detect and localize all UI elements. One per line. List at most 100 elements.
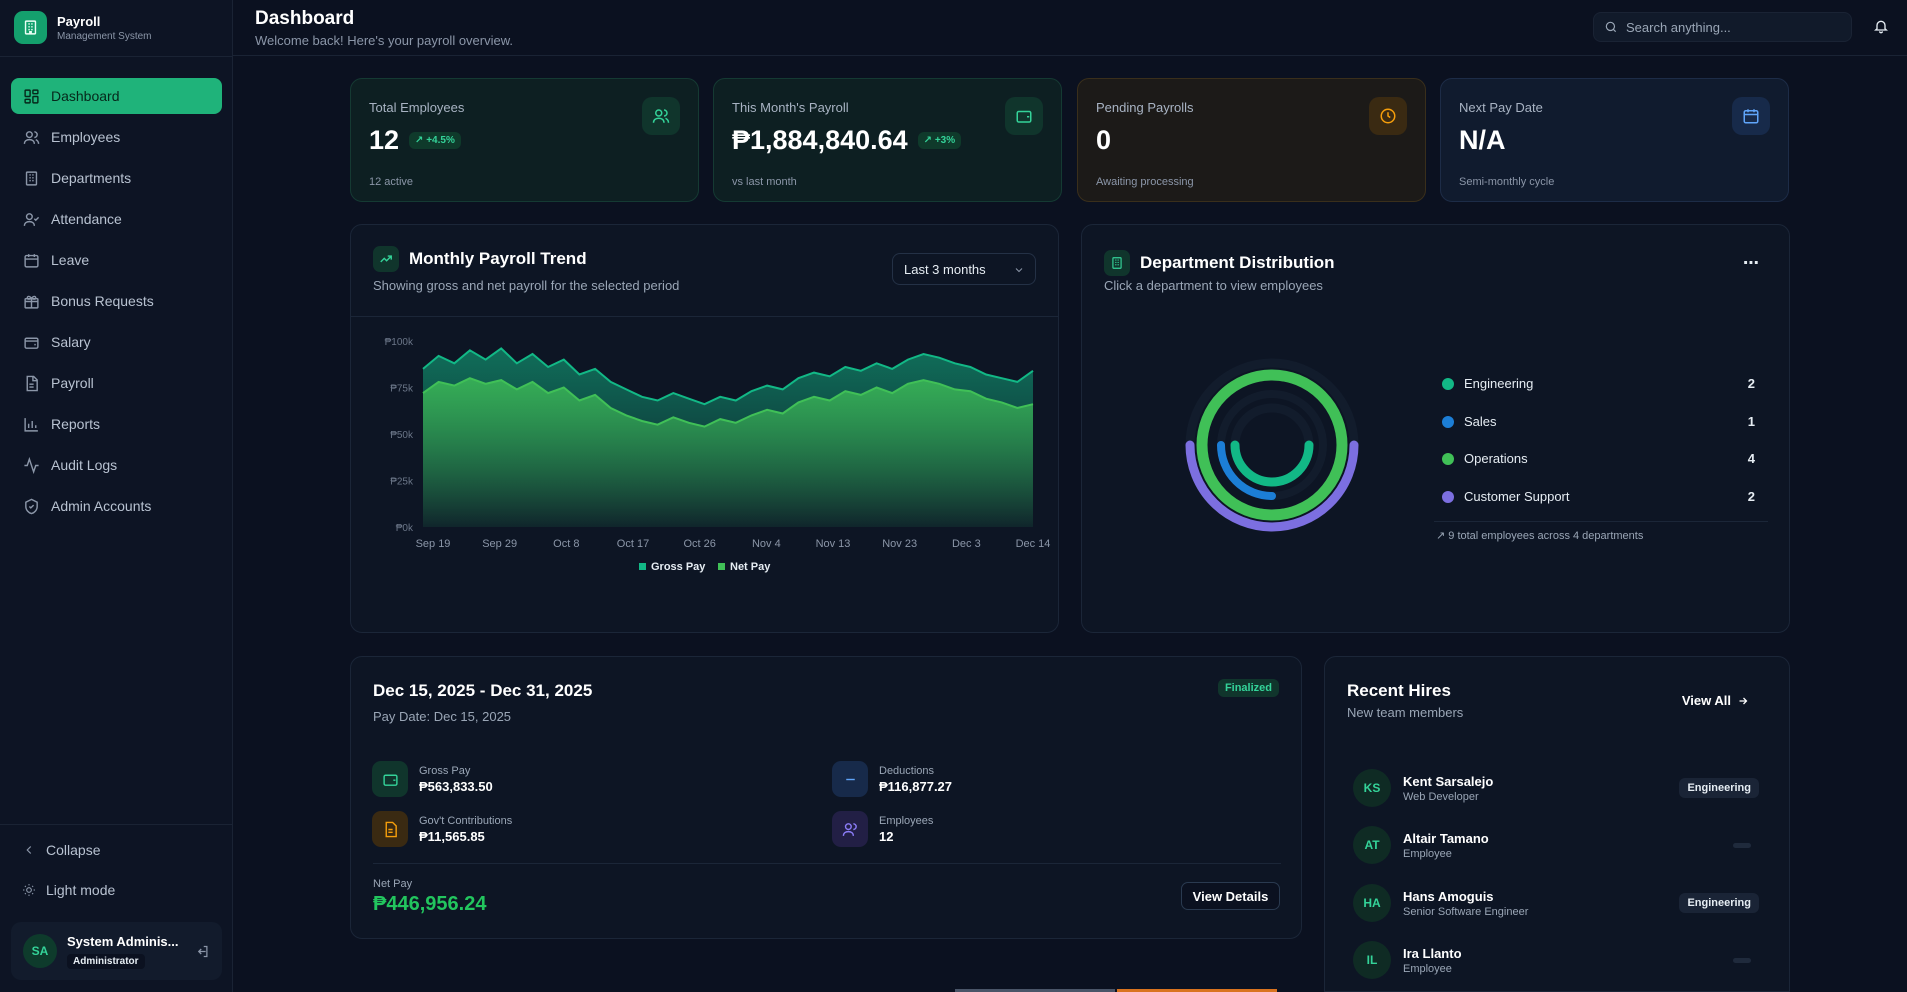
legend-item-customer-support[interactable]: Customer Support 2 (1442, 489, 1755, 504)
sidebar-item-label: Employees (51, 129, 121, 145)
divider (0, 56, 233, 57)
sidebar-item-reports[interactable]: Reports (11, 406, 222, 442)
list-item[interactable]: KS Kent Sarsalejo Web Developer Engineeri… (1353, 764, 1759, 812)
list-item[interactable]: IL Ira Llanto Employee (1353, 936, 1759, 984)
legend-item-sales[interactable]: Sales 1 (1442, 414, 1755, 429)
chevron-down-icon (1015, 268, 1023, 273)
legend-dot (1442, 377, 1454, 390)
x-tick-label: Oct 8 (553, 538, 579, 550)
search-box[interactable] (1593, 12, 1852, 42)
sidebar-item-label: Salary (51, 334, 91, 350)
collapse-label: Collapse (46, 842, 101, 858)
stat-value: ₱116,877.27 (879, 778, 953, 794)
user-card[interactable]: SA System Adminis... Administrator (11, 922, 222, 980)
sidebar-item-employees[interactable]: Employees (11, 119, 222, 155)
sidebar-item-attendance[interactable]: Attendance (11, 201, 222, 237)
pay-date: Pay Date: Dec 15, 2025 (373, 709, 512, 724)
trend-badge: ↗ +3% (917, 132, 962, 149)
more-options-icon[interactable]: ⋯ (1743, 255, 1759, 272)
stat-card-pending-payrolls[interactable]: Pending Payrolls 0 Awaiting processing (1077, 78, 1426, 202)
stat-label: Total Employees (369, 100, 465, 115)
y-tick-label: ₱25k (390, 477, 414, 488)
list-item[interactable]: HA Hans Amoguis Senior Software Engineer … (1353, 879, 1759, 927)
sidebar-item-salary[interactable]: Salary (11, 324, 222, 360)
stat-label: Deductions (879, 764, 935, 777)
minus-icon (832, 761, 868, 797)
y-tick-label: ₱100k (385, 337, 414, 348)
y-tick-label: ₱0k (396, 523, 414, 534)
net-pay-value: ₱446,956.24 (373, 893, 487, 915)
series-line-net-pay (422, 377, 1034, 428)
legend-dot (1442, 415, 1454, 428)
x-tick-label: Dec 3 (952, 538, 981, 550)
panel-title: Monthly Payroll Trend (409, 249, 587, 268)
donut-segment-operations[interactable] (1196, 369, 1348, 521)
document-icon (372, 811, 408, 847)
hire-role: Senior Software Engineer (1403, 905, 1529, 918)
user-name: System Adminis... (67, 933, 179, 949)
trending-up-icon (373, 246, 399, 272)
range-select-value: Last 3 months (904, 261, 986, 277)
stat-card-total-employees[interactable]: Total Employees 12 ↗ +4.5% 12 active (350, 78, 699, 202)
stat-card-monthly-payroll[interactable]: This Month's Payroll ₱1,884,840.64 ↗ +3% … (713, 78, 1062, 202)
stat-value-row: ₱1,884,840.64 ↗ +3% (732, 125, 962, 156)
sidebar-item-label: Admin Accounts (51, 498, 152, 514)
legend-dot (1442, 490, 1454, 503)
series-area-net-pay (423, 378, 1033, 527)
sidebar-item-departments[interactable]: Departments (11, 160, 222, 196)
sun-icon (23, 884, 35, 896)
employees-stat: Employees 12 (832, 811, 933, 847)
list-item[interactable]: AT Altair Tamano Employee (1353, 821, 1759, 869)
stat-value: 12 (879, 828, 894, 844)
chevron-left-icon (26, 846, 32, 854)
divider (351, 316, 1058, 317)
hire-name: Ira Llanto (1403, 945, 1462, 961)
search-icon (1605, 21, 1617, 33)
building-icon (25, 170, 38, 186)
toast-strip (955, 989, 1115, 992)
page-subtitle: Welcome back! Here's your payroll overvi… (255, 33, 514, 48)
sidebar-item-bonus-requests[interactable]: Bonus Requests (11, 283, 222, 319)
department-badge: Engineering (1679, 893, 1759, 913)
stat-value: ₱563,833.50 (419, 778, 493, 794)
department-placeholder (1733, 957, 1751, 963)
legend-dot (1442, 452, 1454, 465)
x-tick-label: Oct 26 (683, 538, 715, 550)
sidebar-item-leave[interactable]: Leave (11, 242, 222, 278)
donut-segment-engineering[interactable] (1230, 440, 1314, 487)
y-tick-label: ₱50k (390, 430, 414, 441)
sidebar: Payroll Management System Dashboard Empl… (0, 0, 233, 992)
range-select[interactable]: Last 3 months (892, 253, 1036, 285)
donut-segment-sales[interactable] (1217, 441, 1276, 500)
legend-value: 4 (1747, 451, 1755, 466)
pay-period-panel: Dec 15, 2025 - Dec 31, 2025 Pay Date: De… (350, 656, 1302, 939)
sidebar-item-admin-accounts[interactable]: Admin Accounts (11, 488, 222, 524)
stat-card-next-pay-date[interactable]: Next Pay Date N/A Semi-monthly cycle (1440, 78, 1789, 202)
legend-label: Customer Support (1464, 489, 1570, 504)
brand-title: Payroll (57, 13, 101, 29)
sidebar-item-label: Departments (51, 170, 132, 186)
logout-icon[interactable] (195, 944, 210, 959)
avatar: HA (1353, 884, 1391, 922)
bell-icon[interactable] (1873, 18, 1889, 34)
collapse-button[interactable]: Collapse (22, 842, 100, 858)
view-details-button[interactable]: View Details (1181, 882, 1280, 910)
series-line-gross-pay (422, 347, 1034, 406)
trend-panel: Monthly Payroll Trend Showing gross and … (350, 224, 1059, 633)
x-tick-label: Sep 19 (416, 538, 451, 550)
search-input[interactable] (1626, 19, 1836, 35)
hire-name: Hans Amoguis (1403, 888, 1494, 904)
sidebar-item-audit-logs[interactable]: Audit Logs (11, 447, 222, 483)
x-tick-label: Dec 14 (1016, 538, 1051, 550)
view-all-link[interactable]: View All (1682, 693, 1749, 708)
donut-segment-customer-support[interactable] (1185, 440, 1359, 532)
user-role-badge: Administrator (67, 953, 145, 969)
panel-title: Department Distribution (1140, 253, 1335, 272)
sidebar-item-payroll[interactable]: Payroll (11, 365, 222, 401)
legend-item-engineering[interactable]: Engineering 2 (1442, 376, 1755, 391)
users-icon (23, 130, 40, 144)
theme-toggle[interactable]: Light mode (22, 882, 115, 898)
brand[interactable]: Payroll Management System (14, 11, 152, 44)
sidebar-item-dashboard[interactable]: Dashboard (11, 78, 222, 114)
legend-item-operations[interactable]: Operations 4 (1442, 451, 1755, 466)
